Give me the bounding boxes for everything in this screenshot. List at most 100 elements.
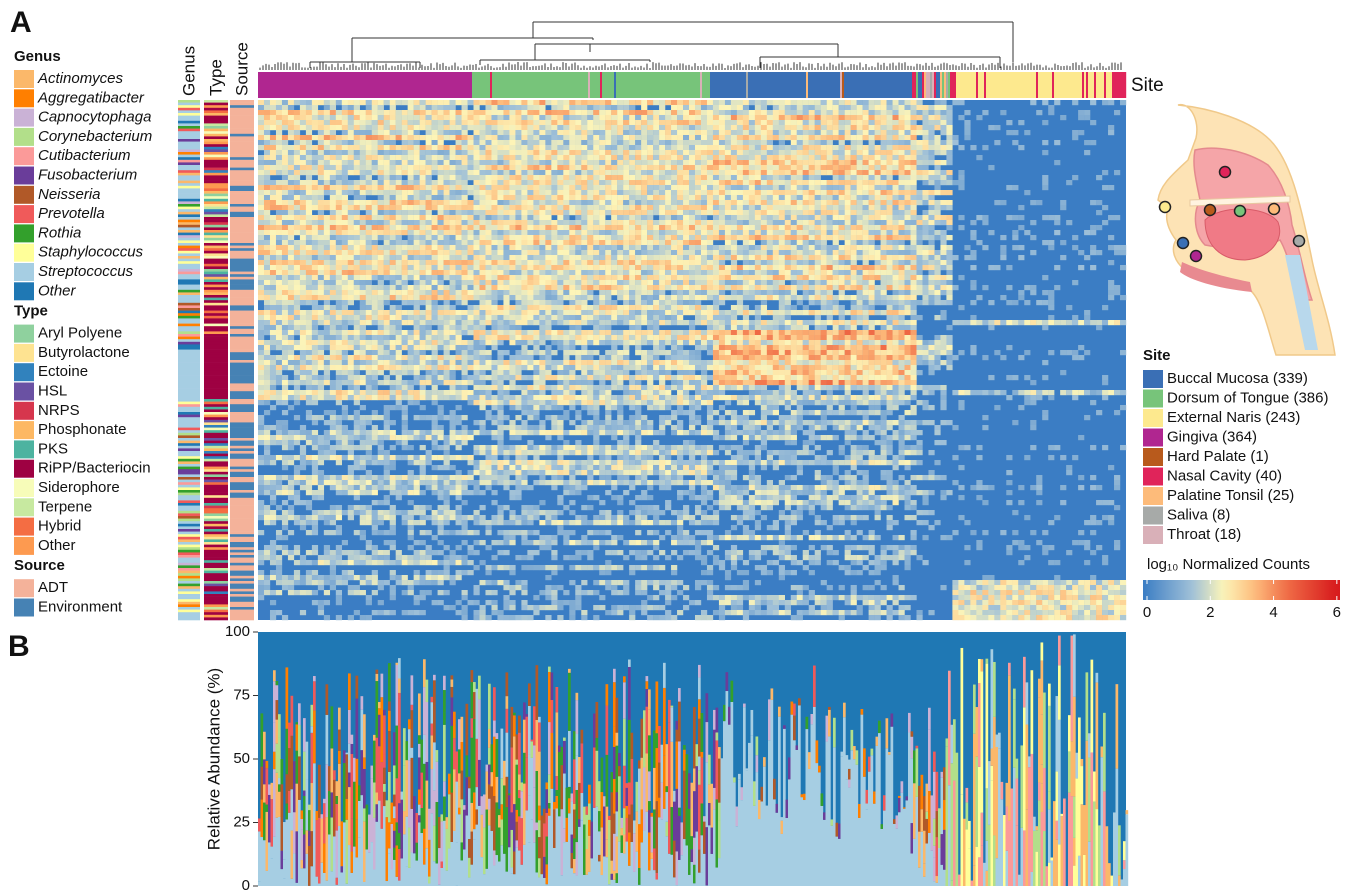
heatmap-cell xyxy=(875,200,881,205)
heatmap-cell xyxy=(270,190,276,195)
heatmap-cell xyxy=(659,185,665,190)
site-cell xyxy=(672,72,674,98)
annotation-cell xyxy=(204,181,228,184)
heatmap-cell xyxy=(713,195,719,200)
heatmap-cell xyxy=(839,205,845,210)
heatmap-cell xyxy=(833,155,839,160)
annotation-cell xyxy=(178,165,200,168)
heatmap-cell xyxy=(581,205,587,210)
site-cell xyxy=(842,72,844,98)
heatmap-cell xyxy=(922,160,928,165)
heatmap-cell xyxy=(342,115,348,120)
site-cell xyxy=(716,72,718,98)
heatmap-cell xyxy=(767,125,773,130)
annotation-cell xyxy=(204,272,228,275)
heatmap-cell xyxy=(659,200,665,205)
site-cell xyxy=(508,72,510,98)
site-cell xyxy=(574,72,576,98)
heatmap-cell xyxy=(384,115,390,120)
heatmap-cell xyxy=(551,105,557,110)
heatmap-cell xyxy=(719,110,725,115)
heatmap-cell xyxy=(539,205,545,210)
site-cell xyxy=(474,72,476,98)
site-cell xyxy=(654,72,656,98)
heatmap-cell xyxy=(887,160,893,165)
heatmap-cell xyxy=(857,170,863,175)
heatmap-cell xyxy=(533,220,539,225)
heatmap-cell xyxy=(803,215,809,220)
legend-label: Streptococcus xyxy=(38,263,134,280)
heatmap-cell xyxy=(378,235,384,240)
heatmap-cell xyxy=(587,120,593,125)
annotation-cell xyxy=(230,331,254,334)
annotation-cell xyxy=(204,417,228,420)
heatmap-cell xyxy=(755,225,761,230)
annotation-cell xyxy=(204,355,228,358)
annotation-cell xyxy=(204,212,228,215)
annotation-cell xyxy=(230,134,254,137)
heatmap-cell xyxy=(689,160,695,165)
heatmap-cell xyxy=(414,220,420,225)
heatmap-cell xyxy=(366,210,372,215)
heatmap-cell xyxy=(737,180,743,185)
heatmap-cell xyxy=(791,145,797,150)
heatmap-cell xyxy=(420,165,426,170)
heatmap-cell xyxy=(438,175,444,180)
heatmap-cell xyxy=(599,225,605,230)
heatmap-cell xyxy=(671,140,677,145)
heatmap-cell xyxy=(294,190,300,195)
heatmap-cell xyxy=(366,175,372,180)
heatmap-cell xyxy=(701,195,707,200)
heatmap-cell xyxy=(390,235,396,240)
heatmap-cell xyxy=(509,100,515,105)
heatmap-cell xyxy=(479,230,485,235)
heatmap-cell xyxy=(707,205,713,210)
annotation-cell xyxy=(204,550,228,553)
annotation-cell xyxy=(178,508,200,511)
heatmap-cell xyxy=(797,185,803,190)
heatmap-cell xyxy=(479,155,485,160)
annotation-cell xyxy=(230,500,254,503)
heatmap-cell xyxy=(791,100,797,105)
heatmap-cell xyxy=(683,100,689,105)
heatmap-cell xyxy=(1042,120,1048,125)
heatmap-cell xyxy=(593,150,599,155)
heatmap-cell xyxy=(1024,230,1030,235)
legend-swatch xyxy=(14,579,34,597)
heatmap-cell xyxy=(521,155,527,160)
heatmap-cell xyxy=(827,110,833,115)
heatmap-cell xyxy=(324,190,330,195)
annotation-cell xyxy=(204,290,228,293)
heatmap-cell xyxy=(869,185,875,190)
heatmap-cell xyxy=(833,245,839,250)
heatmap-cell xyxy=(701,130,707,135)
heatmap-cell xyxy=(515,200,521,205)
heatmap-cell xyxy=(581,245,587,250)
site-cell xyxy=(396,72,398,98)
heatmap-cell xyxy=(503,105,509,110)
legend-swatch xyxy=(14,518,34,536)
heatmap-cell xyxy=(976,215,982,220)
heatmap-cell xyxy=(366,185,372,190)
site-cell xyxy=(442,72,444,98)
heatmap-cell xyxy=(551,170,557,175)
site-cell xyxy=(274,72,276,98)
heatmap-cell xyxy=(474,240,480,245)
heatmap-cell xyxy=(264,130,270,135)
annotation-cell xyxy=(204,196,228,199)
heatmap-cell xyxy=(479,220,485,225)
heatmap-cell xyxy=(521,145,527,150)
heatmap-cell xyxy=(893,225,899,230)
heatmap-cell xyxy=(641,135,647,140)
heatmap-cell xyxy=(893,240,899,245)
heatmap-cell xyxy=(821,225,827,230)
heatmap-cell xyxy=(497,235,503,240)
heatmap-cell xyxy=(701,240,707,245)
heatmap-cell xyxy=(869,210,875,215)
heatmap-cell xyxy=(300,120,306,125)
heatmap-cell xyxy=(575,130,581,135)
heatmap-cell xyxy=(659,125,665,130)
heatmap-cell xyxy=(342,185,348,190)
heatmap-cell xyxy=(689,105,695,110)
site-cell xyxy=(592,72,594,98)
